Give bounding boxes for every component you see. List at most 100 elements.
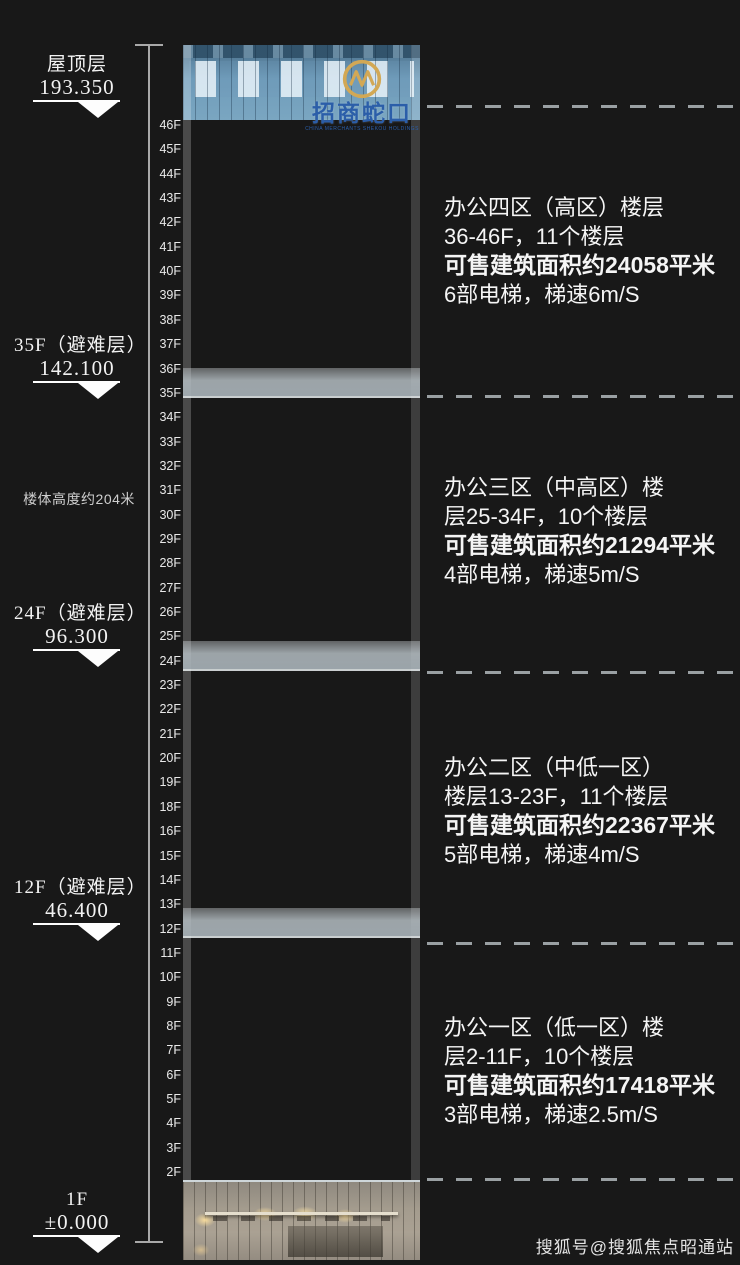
floor-label: 24F xyxy=(159,653,181,668)
floor-label: 3F xyxy=(166,1140,181,1155)
tower-left-edge xyxy=(183,45,191,1180)
building-height-note: 楼体高度约204米 xyxy=(23,491,135,507)
zone-note: 办公一区（低一区）楼 层2-11F，10个楼层可售建筑面积约17418平米 3部电梯… xyxy=(444,1013,738,1129)
zone-note: 办公四区（高区）楼层 36-46F，11个楼层 可售建筑面积约24058平米 6部电梯… xyxy=(444,193,738,309)
floor-label: 40F xyxy=(159,264,181,279)
floor-label: 14F xyxy=(159,872,181,887)
brand-logo: 招商蛇口 CHINA MERCHANTS SHEKOU HOLDINGS xyxy=(303,58,421,132)
brand-logo-subtext: CHINA MERCHANTS SHEKOU HOLDINGS xyxy=(305,126,419,132)
floor-label: 11F xyxy=(160,945,181,960)
watermark: 搜狐号@搜狐焦点昭通站 xyxy=(535,1238,734,1257)
floor-label: 38F xyxy=(159,312,181,327)
level-elevation-value: 193.350 xyxy=(39,75,115,99)
zone-note: 办公二区（中低一区） 楼层13-23F，11个楼层可售建筑面积约22367平米 5部… xyxy=(444,753,738,869)
entrance-canopy xyxy=(205,1212,398,1215)
level-datum-line xyxy=(33,1235,120,1237)
level-triangle-icon xyxy=(78,383,118,399)
dimension-tick-top xyxy=(135,44,163,46)
floor-label: 5F xyxy=(166,1092,181,1106)
zone-elevators: 3部电梯，梯速2.5m/S xyxy=(444,1102,658,1127)
canopy-shadow xyxy=(213,1216,390,1221)
floor-label: 36F xyxy=(159,361,181,376)
zone-title: 办公一区（低一区）楼 xyxy=(444,1015,665,1040)
zone-divider-dashed-line xyxy=(427,671,739,674)
floor-label: 23F xyxy=(159,678,181,693)
floor-label: 44F xyxy=(159,166,181,181)
level-marker: 12F（避难层） 46.400 xyxy=(14,877,147,941)
level-floor-label: 35F（避难层） xyxy=(14,335,147,356)
zone-elevators: 5部电梯，梯速4m/S xyxy=(444,842,640,867)
floor-label: 6F xyxy=(166,1067,181,1082)
floor-label: 30F xyxy=(159,507,181,522)
floor-label: 32F xyxy=(159,458,181,473)
zone-divider-dashed-line xyxy=(427,1178,739,1181)
level-triangle-icon xyxy=(78,651,118,667)
zone-divider-dashed-line xyxy=(427,105,739,108)
floor-label: 19F xyxy=(159,775,181,790)
zone-title: 办公三区（中高区）楼 xyxy=(444,475,665,500)
tower-right-edge xyxy=(411,45,420,1180)
floor-label: 27F xyxy=(159,580,181,595)
dimension-line xyxy=(148,45,150,1243)
zone-floor-range: 楼层13-23F，11个楼层 xyxy=(444,784,669,809)
level-marker: 24F（避难层） 96.300 xyxy=(14,603,146,667)
zone-sellable-area: 可售建筑面积约22367平米 xyxy=(444,812,715,838)
level-floor-label: 屋顶层 xyxy=(46,54,107,75)
refuge-floor-band-24f xyxy=(183,641,420,671)
floor-label: 9F xyxy=(166,994,181,1009)
refuge-floor-band-12f xyxy=(183,908,420,938)
level-datum-line xyxy=(33,381,120,383)
zone-title: 办公四区（高区）楼层 xyxy=(444,195,665,220)
floor-label: 41F xyxy=(159,239,181,254)
floor-label: 28F xyxy=(159,556,181,571)
floor-label: 34F xyxy=(159,410,181,425)
zone-note: 办公三区（中高区）楼 层25-34F，10个楼层可售建筑面积约21294平米 4部电… xyxy=(444,473,738,589)
floor-label: 18F xyxy=(159,799,181,814)
floor-label: 22F xyxy=(159,702,181,717)
zone-divider-dashed-line xyxy=(427,942,739,945)
level-elevation-value: ±0.000 xyxy=(44,1210,110,1234)
floor-label: 12F xyxy=(159,921,181,936)
floor-label: 33F xyxy=(159,434,181,449)
floor-label: 31F xyxy=(159,483,181,498)
zone-title: 办公二区（中低一区） xyxy=(444,755,665,780)
zone-divider-dashed-line xyxy=(427,395,739,398)
floor-label: 29F xyxy=(159,531,181,546)
floor-label: 45F xyxy=(159,142,181,157)
level-marker: 屋顶层 193.350 xyxy=(14,54,140,118)
level-elevation-value: 96.300 xyxy=(45,624,109,648)
floor-label: 16F xyxy=(159,824,181,839)
floor-label: 13F xyxy=(159,897,181,912)
floor-label: 8F xyxy=(166,1018,181,1033)
floor-label: 15F xyxy=(159,848,181,863)
brand-logo-icon xyxy=(342,59,382,99)
zone-elevators: 4部电梯，梯速5m/S xyxy=(444,562,640,587)
level-triangle-icon xyxy=(78,1237,118,1253)
floor-label: 35F xyxy=(159,385,181,400)
level-floor-label: 12F（避难层） xyxy=(14,877,147,898)
level-triangle-icon xyxy=(78,102,118,118)
zone-elevators: 6部电梯，梯速6m/S xyxy=(444,282,640,307)
floor-label: 20F xyxy=(159,751,181,766)
level-marker: 1F ±0.000 xyxy=(14,1189,140,1253)
floor-label: 21F xyxy=(159,726,181,741)
entrance-glass xyxy=(288,1226,383,1257)
floor-label: 43F xyxy=(159,191,181,206)
zone-floor-range: 层25-34F，10个楼层 xyxy=(444,504,649,529)
zone-floor-range: 层2-11F，10个楼层 xyxy=(444,1044,635,1069)
floor-label: 4F xyxy=(166,1116,181,1131)
brand-logo-text: 招商蛇口 xyxy=(312,100,412,126)
floor-label: 26F xyxy=(159,605,181,619)
level-elevation-value: 142.100 xyxy=(39,356,115,380)
floor-label: 10F xyxy=(159,970,181,985)
floor-label: 42F xyxy=(159,215,181,230)
level-marker: 35F（避难层） 142.100 xyxy=(14,335,147,399)
zone-sellable-area: 可售建筑面积约21294平米 xyxy=(444,532,715,558)
level-datum-line xyxy=(33,923,120,925)
zone-sellable-area: 可售建筑面积约17418平米 xyxy=(444,1072,715,1098)
floor-label: 46F xyxy=(159,118,181,132)
building-elevation xyxy=(183,45,420,1180)
crown-parapet xyxy=(183,45,420,58)
refuge-floor-band-35f xyxy=(183,368,420,398)
